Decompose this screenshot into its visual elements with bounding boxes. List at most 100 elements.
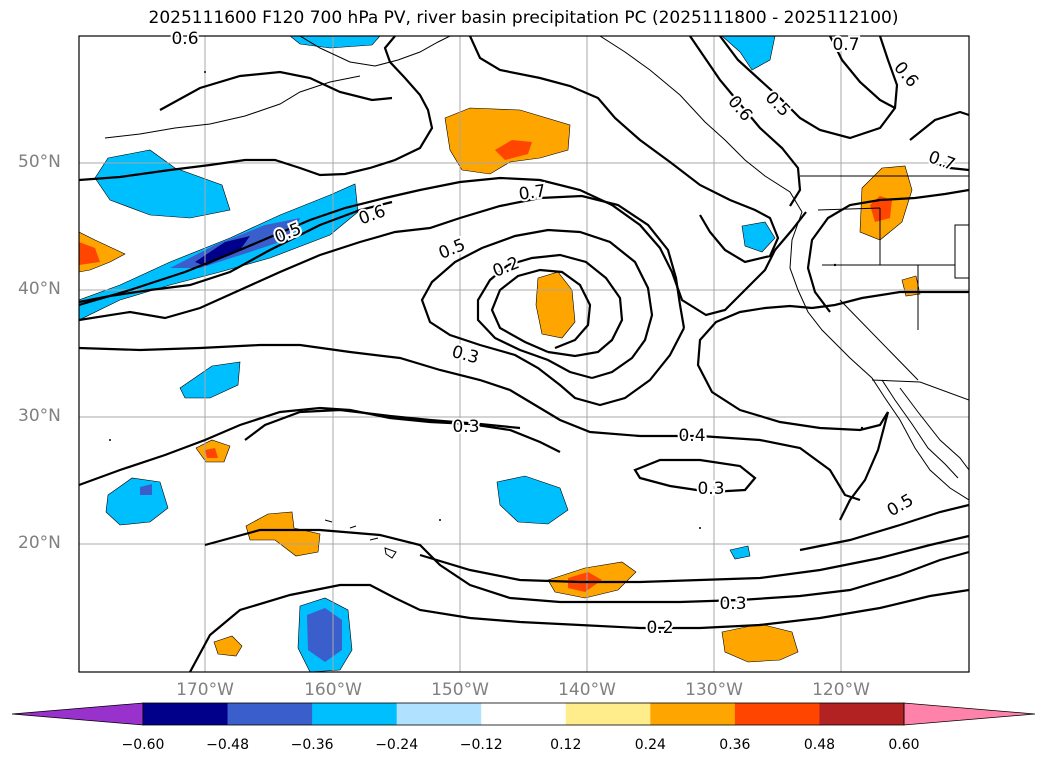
contour-0-5-east	[839, 411, 890, 521]
lon-label-130w: 130°W	[685, 680, 743, 700]
lon-label-170w: 170°W	[176, 680, 234, 700]
lon-label-150w: 150°W	[431, 680, 489, 700]
contour-aleutian-loop	[159, 70, 393, 111]
anomaly-aleutian-north	[289, 36, 381, 49]
us-mexico-border	[871, 379, 969, 401]
anomaly-offshore-oregon	[741, 221, 776, 253]
colorbar-tick-label: −0.12	[459, 737, 503, 753]
contour-label: 0.2	[646, 618, 673, 638]
state-border-2	[839, 265, 919, 381]
colorbar-segment	[227, 703, 313, 725]
contour-label: 0.5	[436, 235, 469, 264]
colorbar	[11, 702, 1036, 726]
colorbar-tick-label: −0.36	[290, 737, 334, 753]
colorbar-segment	[565, 703, 651, 725]
colorbar-segment	[819, 703, 905, 725]
anomaly-subtropic-west-core	[140, 484, 152, 495]
anomaly-south-east	[721, 623, 799, 663]
anomaly-south-west-small	[213, 635, 243, 657]
colorbar-segments	[11, 702, 1036, 726]
baja-peninsula	[881, 379, 959, 479]
anomaly-bc-coast	[721, 36, 776, 71]
anomaly-pacific-northwest-core	[870, 196, 892, 222]
lon-label-120w: 120°W	[812, 680, 870, 700]
colorbar-segment	[312, 703, 398, 725]
pv-contours	[79, 36, 969, 672]
mexico-coast	[899, 387, 969, 471]
contour-label: 0.5	[884, 490, 917, 521]
contour-label: 0.6	[723, 92, 756, 126]
lat-label-20n: 20°N	[18, 533, 61, 553]
alaska-coast	[299, 36, 451, 67]
west-coast	[789, 211, 969, 501]
hawaii-islands	[324, 519, 397, 559]
state-border-3	[954, 224, 969, 279]
map-frame	[78, 35, 970, 673]
contour-northeast-0-7	[829, 36, 896, 109]
island-dots	[109, 71, 864, 529]
contour-0-5-north	[79, 194, 686, 329]
colorbar-segment	[396, 703, 482, 725]
contour-inland-0-5	[806, 188, 969, 313]
contour-0-4-southwest	[79, 343, 861, 502]
colorbar-extend-low	[11, 702, 144, 726]
contour-0-4-east	[696, 290, 969, 432]
southeast-alaska-coast	[599, 36, 803, 213]
anomaly-hawaii-north	[245, 511, 321, 557]
contour-inner-coast	[468, 36, 780, 264]
contour-south-0-2	[189, 583, 969, 672]
lat-label-30n: 30°N	[18, 406, 61, 426]
contour-label: 0.7	[832, 35, 859, 55]
anomaly-subtropic-central	[496, 475, 569, 525]
contour-label: 0.3	[697, 479, 724, 499]
colorbar-segment	[650, 703, 736, 725]
contour-0-4-loop	[420, 228, 685, 407]
contour-label: 0.3	[452, 417, 479, 437]
contour-south-0-3	[204, 528, 969, 604]
contour-label: 0.6	[356, 201, 388, 229]
colorbar-segment	[143, 703, 229, 725]
contour-0-2-loop	[490, 268, 592, 354]
anomaly-aleutian-west	[94, 149, 231, 219]
contour-south-0-4	[419, 534, 969, 584]
anomaly-gulf-of-alaska-core	[495, 140, 532, 160]
contour-label: 0.3	[719, 594, 746, 614]
aleutian-chain	[104, 75, 361, 139]
coastlines	[104, 36, 969, 559]
map-title: 2025111600 F120 700 hPa PV, river basin …	[148, 8, 899, 28]
anomaly-gulf-of-alaska	[444, 107, 571, 175]
contour-northeast-0-7-b	[909, 110, 969, 172]
contour-0-3-small-loop	[244, 408, 521, 441]
anomaly-central-pacific	[535, 271, 576, 339]
anomaly-tropic-small	[729, 545, 751, 560]
contour-0-3-mid	[79, 406, 561, 487]
colorbar-tick-label: 0.24	[634, 737, 666, 753]
anomaly-subtropic-small-orange-core	[205, 448, 218, 458]
colorbar-segment	[481, 703, 567, 725]
lon-label-140w: 140°W	[558, 680, 616, 700]
contour-label: 0.5	[761, 88, 794, 121]
contour-0-3-loop	[476, 253, 624, 380]
map-content	[79, 36, 969, 672]
lon-label-160w: 160°W	[304, 680, 362, 700]
contour-label: 0.6	[171, 29, 198, 49]
map-panel: 0.6 0.7 0.6 0.5 0.6 0.7 0.5 0.6 0.7 0.5 …	[78, 27, 970, 673]
contour-label: 0.6	[889, 58, 922, 92]
contour-label: 0.7	[518, 181, 548, 205]
colorbar-tick-label: 0.36	[719, 737, 751, 753]
colorbar-tick-label: −0.60	[121, 737, 165, 753]
contour-coast-0-5	[689, 36, 802, 207]
contour-north-0-6	[79, 36, 434, 182]
colorbar-segment	[734, 703, 820, 725]
negative-precip-anomalies	[79, 36, 776, 672]
colorbar-tick-label: 0.48	[803, 737, 836, 753]
colorbar-tick-label: −0.48	[206, 737, 249, 753]
contour-label: 0.4	[678, 426, 705, 446]
anomaly-subtropic-west	[105, 477, 169, 526]
colorbar-extend-high	[903, 702, 1036, 726]
colorbar-tick-label: 0.12	[550, 737, 582, 753]
contour-label: 0.3	[450, 342, 481, 368]
contour-label: 0.7	[926, 147, 958, 175]
lat-label-40n: 40°N	[18, 279, 61, 299]
anomaly-far-west-edge-core	[79, 242, 100, 265]
